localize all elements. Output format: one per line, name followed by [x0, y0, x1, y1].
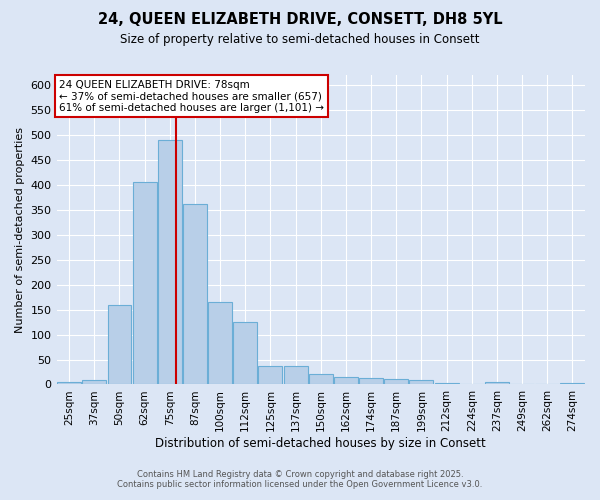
Bar: [334, 377, 358, 384]
Bar: [409, 380, 433, 384]
Bar: [309, 374, 333, 384]
Bar: [359, 378, 383, 384]
Bar: [133, 182, 157, 384]
Text: Contains HM Land Registry data © Crown copyright and database right 2025.
Contai: Contains HM Land Registry data © Crown c…: [118, 470, 482, 489]
Text: Size of property relative to semi-detached houses in Consett: Size of property relative to semi-detach…: [120, 32, 480, 46]
Bar: [57, 382, 81, 384]
Bar: [82, 380, 106, 384]
Bar: [485, 382, 509, 384]
Bar: [284, 366, 308, 384]
Bar: [233, 322, 257, 384]
Bar: [434, 383, 458, 384]
Text: 24 QUEEN ELIZABETH DRIVE: 78sqm
← 37% of semi-detached houses are smaller (657)
: 24 QUEEN ELIZABETH DRIVE: 78sqm ← 37% of…: [59, 80, 324, 113]
Text: 24, QUEEN ELIZABETH DRIVE, CONSETT, DH8 5YL: 24, QUEEN ELIZABETH DRIVE, CONSETT, DH8 …: [98, 12, 502, 28]
Bar: [183, 204, 207, 384]
X-axis label: Distribution of semi-detached houses by size in Consett: Distribution of semi-detached houses by …: [155, 437, 486, 450]
Bar: [560, 383, 584, 384]
Bar: [208, 302, 232, 384]
Bar: [385, 380, 408, 384]
Y-axis label: Number of semi-detached properties: Number of semi-detached properties: [15, 126, 25, 332]
Bar: [158, 140, 182, 384]
Bar: [259, 366, 283, 384]
Bar: [107, 304, 131, 384]
